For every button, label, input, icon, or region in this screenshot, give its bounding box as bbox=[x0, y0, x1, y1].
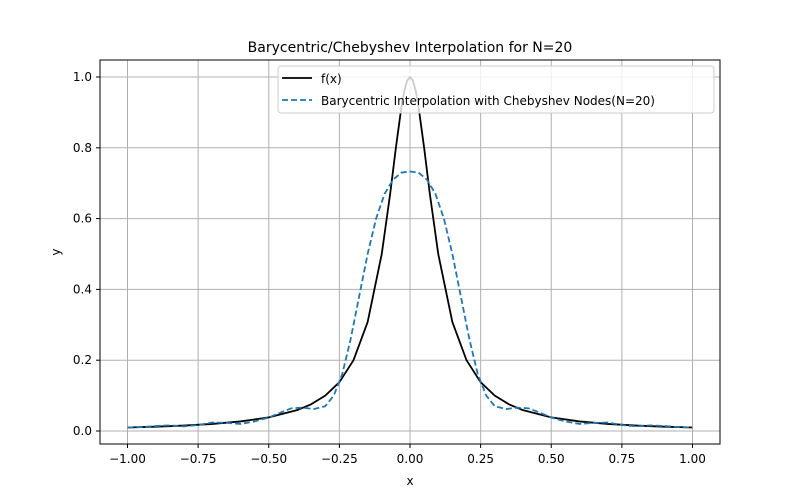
x-tick-label: −0.75 bbox=[180, 452, 217, 466]
y-tick-label: 0.0 bbox=[73, 424, 92, 438]
x-tick-label: 0.00 bbox=[397, 452, 424, 466]
series-line-interpolation bbox=[127, 170, 693, 429]
legend-box bbox=[277, 65, 715, 114]
x-tick-label: 0.25 bbox=[467, 452, 494, 466]
y-tick-label: 0.4 bbox=[73, 282, 92, 296]
legend: f(x) Barycentric Interpolation with Cheb… bbox=[277, 65, 715, 114]
legend-label-fx: f(x) bbox=[321, 72, 342, 86]
x-tick-label: 0.75 bbox=[609, 452, 636, 466]
x-tick-label: 0.50 bbox=[538, 452, 565, 466]
y-axis-label: y bbox=[49, 248, 63, 255]
x-tick-label: −0.50 bbox=[250, 452, 287, 466]
y-tick-label: 0.8 bbox=[73, 141, 92, 155]
x-tick-label: 1.00 bbox=[679, 452, 706, 466]
legend-label-interpolation: Barycentric Interpolation with Chebyshev… bbox=[321, 94, 655, 108]
y-tick-label: 0.2 bbox=[73, 353, 92, 367]
y-tick-label: 1.0 bbox=[73, 70, 92, 84]
x-axis-ticks: −1.00 −0.75 −0.50 −0.25 0.00 0.25 0.50 0.75 1.00 bbox=[109, 444, 706, 466]
y-tick-label: 0.6 bbox=[73, 212, 92, 226]
x-axis-label: x bbox=[406, 474, 413, 488]
x-tick-label: −1.00 bbox=[109, 452, 146, 466]
x-tick-label: −0.25 bbox=[321, 452, 358, 466]
chart-title: Barycentric/Chebyshev Interpolation for … bbox=[248, 40, 573, 56]
y-axis-ticks: 0.0 0.2 0.4 0.6 0.8 1.0 bbox=[73, 70, 100, 438]
